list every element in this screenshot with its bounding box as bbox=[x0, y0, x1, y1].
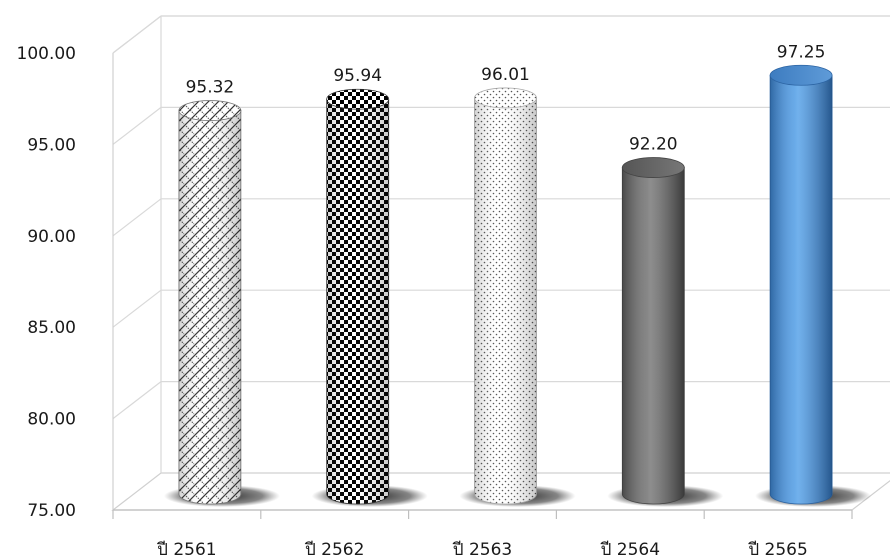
bar bbox=[178, 100, 242, 505]
bar-shading bbox=[326, 99, 389, 504]
bar bbox=[621, 157, 685, 505]
y-tick-label: 85.00 bbox=[27, 318, 76, 338]
y-tick-label: 95.00 bbox=[27, 135, 76, 155]
bar bbox=[326, 88, 390, 505]
bars bbox=[178, 64, 833, 505]
y-tick-label: 90.00 bbox=[27, 227, 76, 247]
bar-shading bbox=[178, 110, 241, 504]
data-labels: 95.32 95.94 96.01 92.20 97.25 bbox=[186, 42, 826, 154]
data-label: 95.32 bbox=[186, 78, 235, 98]
data-label: 96.01 bbox=[481, 65, 530, 85]
data-label: 97.25 bbox=[777, 42, 826, 62]
bar bbox=[769, 64, 833, 505]
gridline-diag bbox=[112, 198, 162, 237]
gridline-diag bbox=[112, 289, 162, 328]
x-tick-label: ปี 2565 bbox=[747, 540, 807, 558]
gridline-diag bbox=[112, 106, 162, 145]
y-tick-labels: 75.00 80.00 85.00 90.00 95.00 100.00 bbox=[17, 44, 76, 521]
y-tick-label: 100.00 bbox=[17, 44, 76, 64]
gridline-diag bbox=[112, 381, 162, 420]
data-label: 95.94 bbox=[333, 66, 382, 86]
bar-shading bbox=[770, 75, 833, 505]
bar bbox=[474, 87, 537, 505]
bar-shading bbox=[474, 97, 537, 505]
x-tick-label: ปี 2561 bbox=[156, 540, 216, 558]
x-tick-label: ปี 2562 bbox=[304, 540, 364, 558]
bar-top bbox=[178, 100, 242, 121]
y-tick-label: 80.00 bbox=[27, 410, 76, 430]
category-labels: ปี 2561 ปี 2562 ปี 2563 ปี 2564 ปี 2565 bbox=[156, 540, 808, 558]
bar-top bbox=[326, 88, 390, 110]
bar-top bbox=[769, 64, 833, 86]
gridline-diag bbox=[112, 15, 162, 54]
bar-shading bbox=[622, 167, 685, 505]
bar-top bbox=[621, 157, 685, 178]
bar-top bbox=[474, 87, 537, 109]
data-label: 92.20 bbox=[629, 135, 678, 155]
x-tick-label: ปี 2563 bbox=[452, 540, 512, 558]
y-tick-label: 75.00 bbox=[27, 501, 76, 521]
x-tick-label: ปี 2564 bbox=[600, 540, 660, 558]
